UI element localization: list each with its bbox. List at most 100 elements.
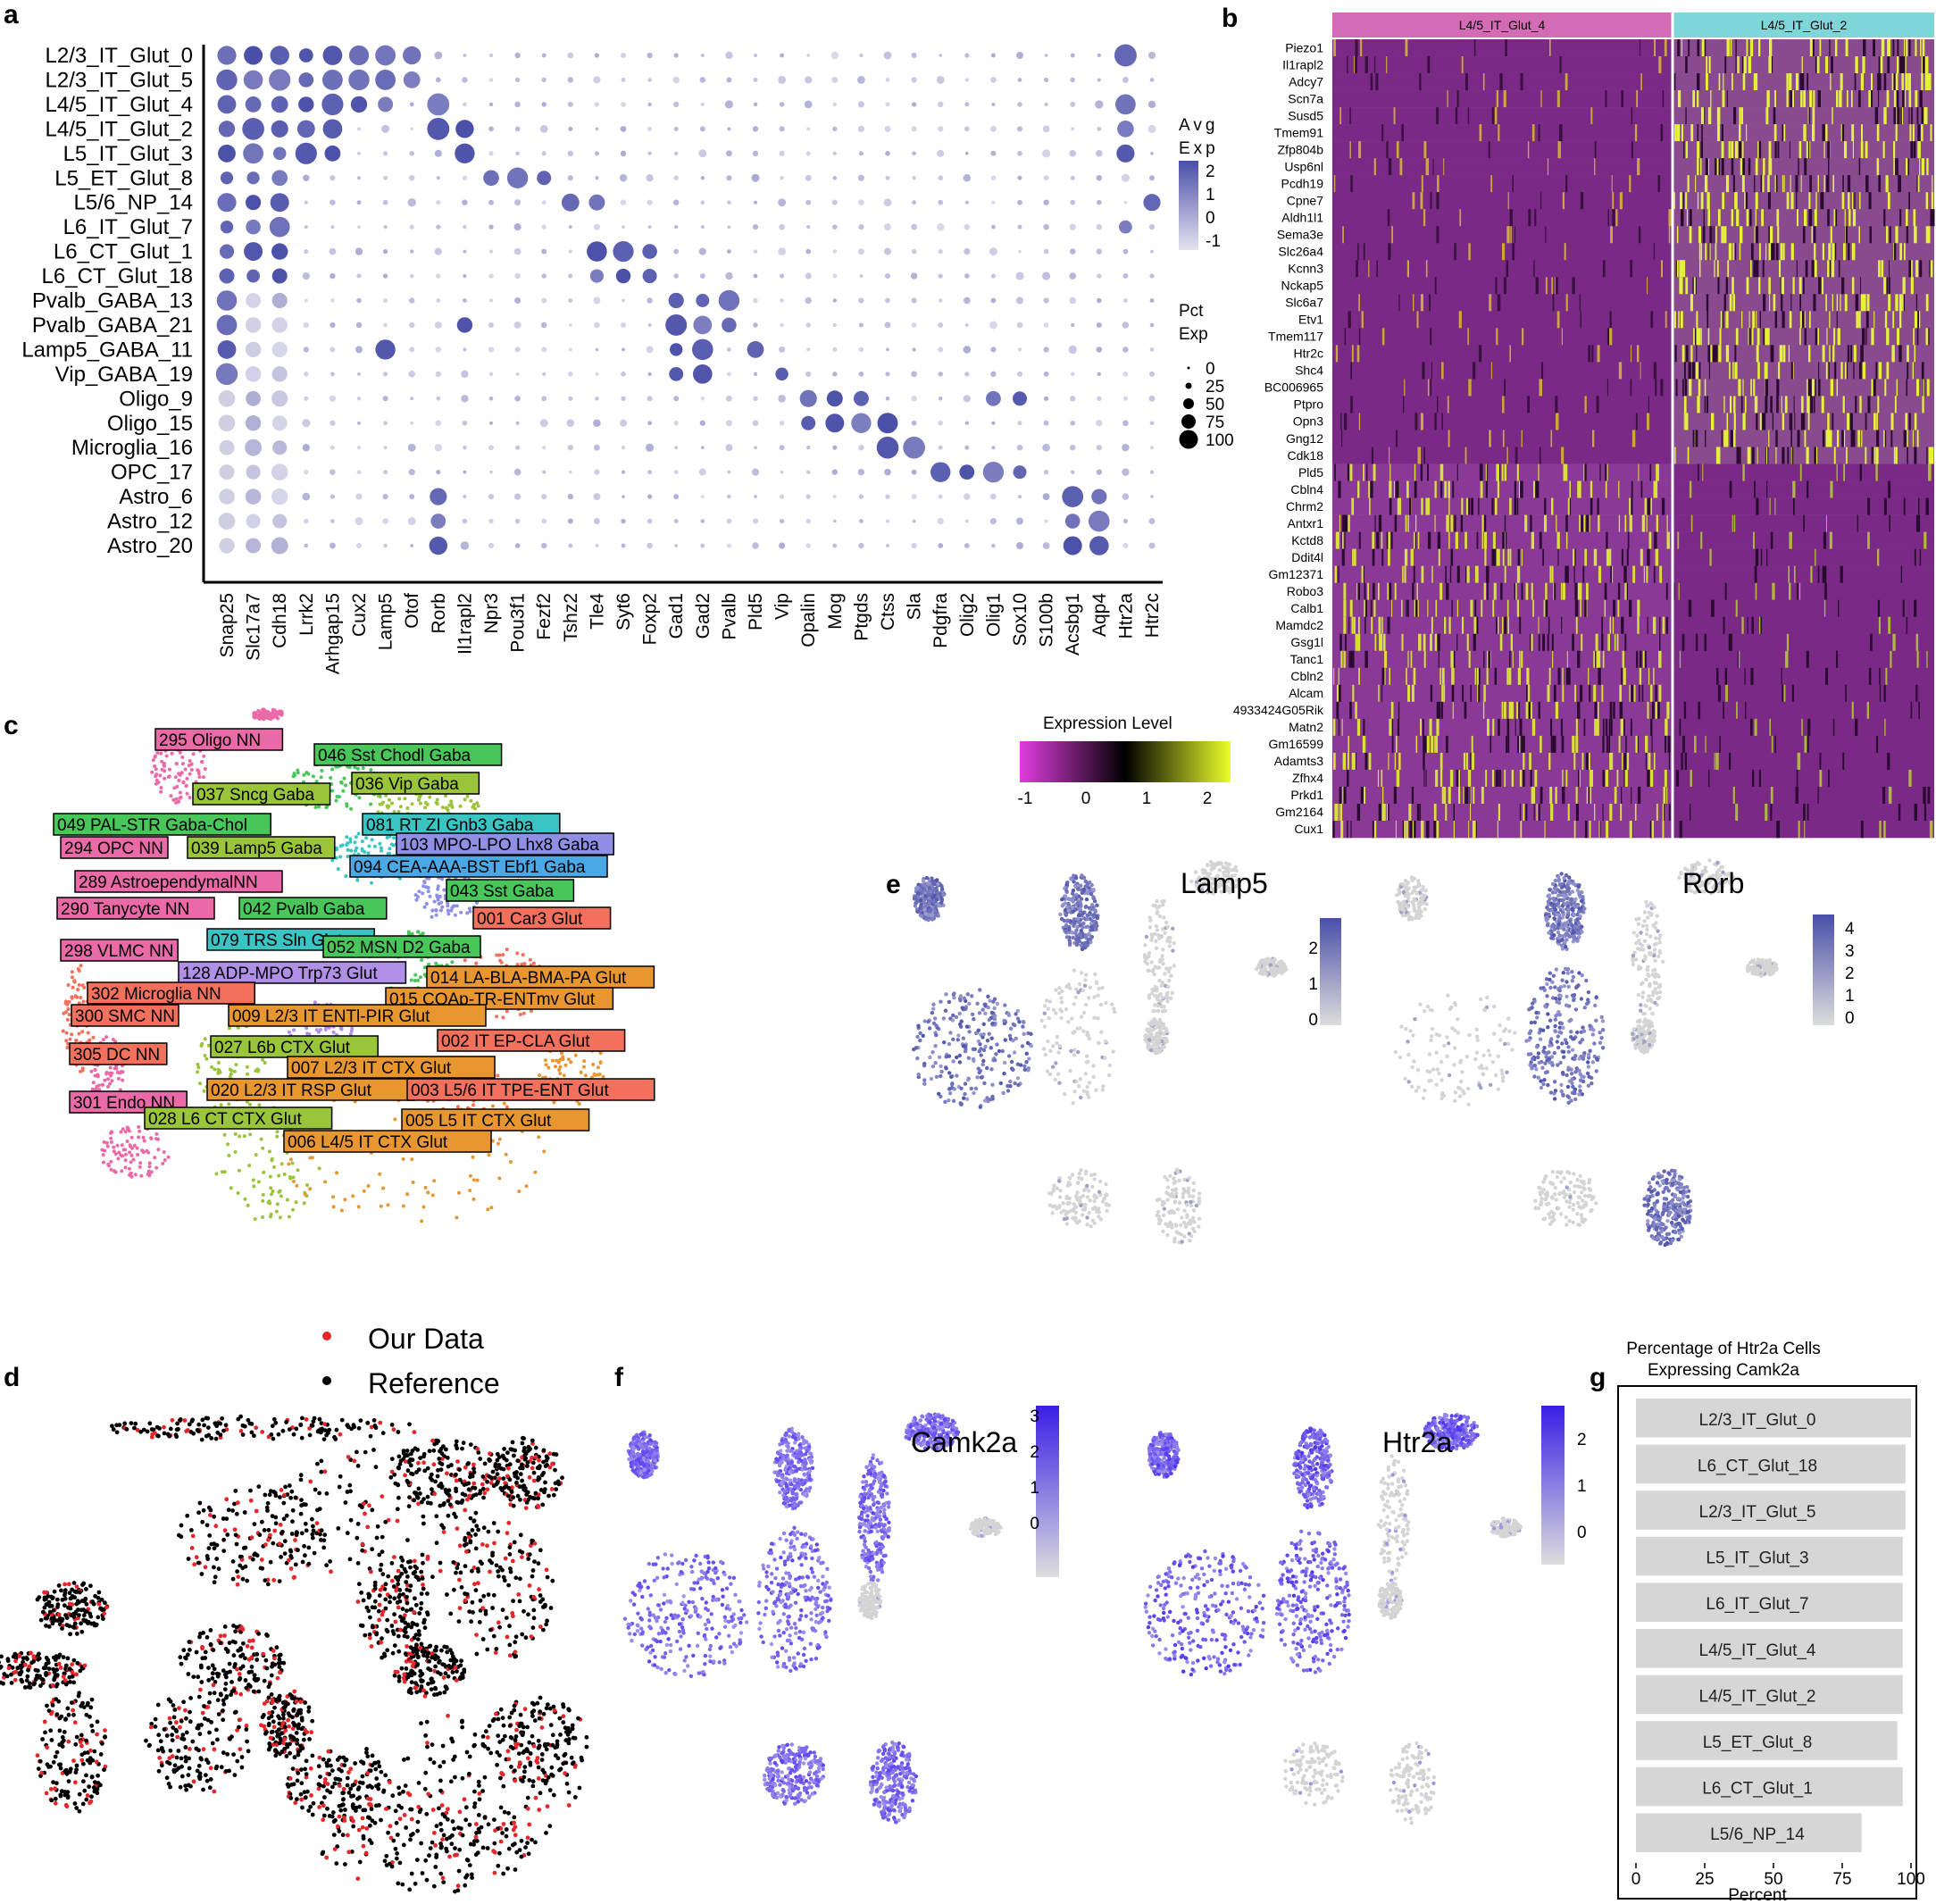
reference-umap-point [533,1170,538,1174]
heatmap-streak [1681,277,1683,295]
dotplot-dot [463,273,467,279]
dotplot-dot [1015,271,1024,280]
heatmap-streak [1430,633,1432,652]
heatmap-streak [1485,769,1488,788]
heatmap-streak [1606,463,1608,481]
reference-umap-point [277,1173,281,1178]
heatmap-streak [1703,209,1705,227]
heatmap-row-group2 [1673,701,1934,720]
dotplot-dot [674,151,679,155]
dotplot-dot [322,119,343,139]
heatmap-gene-label: Usp6nl [1284,159,1323,173]
reference-umap-point [101,1038,105,1042]
heatmap-streak [1897,158,1898,176]
heatmap-streak [1829,430,1832,447]
dotplot-dot [217,95,237,114]
heatmap-streak [1588,514,1590,532]
heatmap-gene-label: 4933424G05Rik [1233,703,1324,717]
heatmap-streak [1831,56,1833,74]
heatmap-streak [1641,684,1644,703]
reference-umap-point [253,1217,257,1221]
overlay-umap-point [259,1557,264,1562]
heatmap-streak [1868,667,1872,686]
heatmap-streak [1607,209,1609,227]
reference-umap-point [418,801,422,806]
dotplot-dot [436,224,441,230]
heatmap-streak [1901,73,1904,91]
overlay-umap-point [300,1415,305,1421]
overlay-umap-point [334,1427,339,1432]
reference-umap-point [378,1172,382,1176]
heatmap-streak [1834,39,1838,57]
reference-umap-point [323,1180,328,1184]
reference-umap-point [405,806,410,810]
heatmap-streak [1414,413,1418,430]
heatmap-streak [1698,362,1701,380]
heatmap-streak [1540,192,1542,210]
reference-umap-label: 043 Sst Gaba [450,882,555,901]
heatmap-streak [1813,90,1815,108]
heatmap-streak [1640,650,1642,669]
heatmap-streak [1902,90,1905,108]
heatmap-streak [1772,582,1775,601]
overlay-umap-point [162,1424,166,1430]
dotplot-dot [858,224,864,230]
heatmap-streak [1482,73,1485,91]
heatmap-streak [1790,192,1794,210]
dotplot-dot [568,396,573,401]
heatmap-streak [1394,752,1397,771]
heatmap-streak [1790,243,1794,261]
dotplot-dot [727,127,731,131]
pct-exp-swatch [1181,414,1196,429]
heatmap-streak [1461,56,1464,74]
heatmap-streak [1913,141,1916,159]
heatmap-streak [1629,175,1631,193]
heatmap-streak [1573,820,1576,839]
reference-umap-point [537,1135,541,1140]
heatmap-streak [1826,328,1828,346]
heatmap-streak [1701,124,1703,142]
expression-level-legend-title: Expression Level [1043,714,1172,733]
reference-umap-point [120,1169,124,1173]
heatmap-streak [1867,531,1870,549]
overlay-umap-point [260,1430,265,1434]
dotplot-dot [621,470,626,474]
reference-umap-point [291,774,296,779]
heatmap-streak [1678,582,1680,601]
reference-umap-point [76,967,80,971]
reference-umap-point [123,1152,128,1157]
heatmap-streak [1368,752,1372,771]
heatmap-streak [1550,718,1553,737]
dotplot-dot [912,151,916,156]
heatmap-streak [1386,531,1389,549]
heatmap-streak [1836,90,1839,108]
dotplot-dot [1097,53,1102,58]
overlay-umap-point [265,1500,271,1506]
heatmap-streak [1840,73,1843,91]
heatmap-streak [1892,311,1895,329]
heatmap-row-group1 [1332,328,1672,346]
heatmap-streak [1364,616,1366,635]
heatmap-streak [1655,548,1659,566]
heatmap-streak [1764,328,1766,346]
heatmap-streak [1630,260,1633,278]
overlay-umap-point [201,1507,206,1513]
heatmap-streak [1755,209,1757,227]
heatmap-streak [1378,803,1381,822]
heatmap-streak [1685,413,1689,430]
heatmap-streak [1840,565,1843,583]
heatmap-streak [1387,803,1389,822]
dotplot-dot [832,249,838,254]
dotplot-dot [938,126,944,132]
dotplot-dot [1148,542,1156,549]
heatmap-streak [1744,192,1746,210]
heatmap-streak [1506,718,1510,737]
dotplot-dot [621,77,626,82]
heatmap-streak [1803,277,1805,295]
heatmap-streak [1711,413,1715,430]
reference-umap-point [248,1132,253,1137]
dotplot-dot [381,124,390,133]
heatmap-streak [1531,718,1536,737]
heatmap-streak [1420,803,1422,822]
heatmap-streak [1437,175,1439,193]
